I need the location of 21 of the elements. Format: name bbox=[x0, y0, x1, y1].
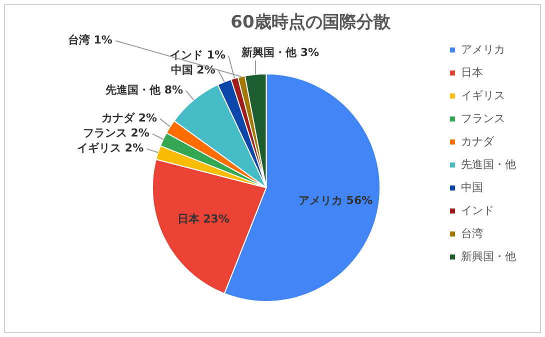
category-label: アメリカ 56% bbox=[298, 194, 373, 207]
legend-label: フランス bbox=[461, 112, 505, 125]
legend-label: カナダ bbox=[461, 134, 495, 148]
category-label: 日本 23% bbox=[177, 212, 230, 226]
category-label: 中国 2% bbox=[170, 64, 216, 77]
category-label: カナダ 2% bbox=[102, 112, 158, 125]
legend-label: 台湾 bbox=[461, 226, 483, 240]
category-label: 台湾 1% bbox=[68, 34, 112, 47]
legend-label: イギリス bbox=[461, 88, 505, 102]
category-label: インド 1% bbox=[170, 48, 226, 62]
legend-label: 先進国・他 bbox=[461, 158, 516, 171]
legend-label: 新興国・他 bbox=[461, 250, 516, 263]
category-label: イギリス 2% bbox=[77, 142, 144, 155]
legend-label: インド bbox=[461, 204, 494, 217]
legend-label: 中国 bbox=[461, 180, 483, 194]
category-label: 新興国・他 3% bbox=[242, 46, 320, 59]
legend-label: 日本 bbox=[461, 66, 483, 79]
category-label: 先進国・他 8% bbox=[106, 84, 184, 97]
category-label: フランス 2% bbox=[82, 126, 150, 140]
legend-label: アメリカ bbox=[461, 42, 505, 56]
chart-title: 60歳時点の国際分散 bbox=[230, 12, 392, 33]
